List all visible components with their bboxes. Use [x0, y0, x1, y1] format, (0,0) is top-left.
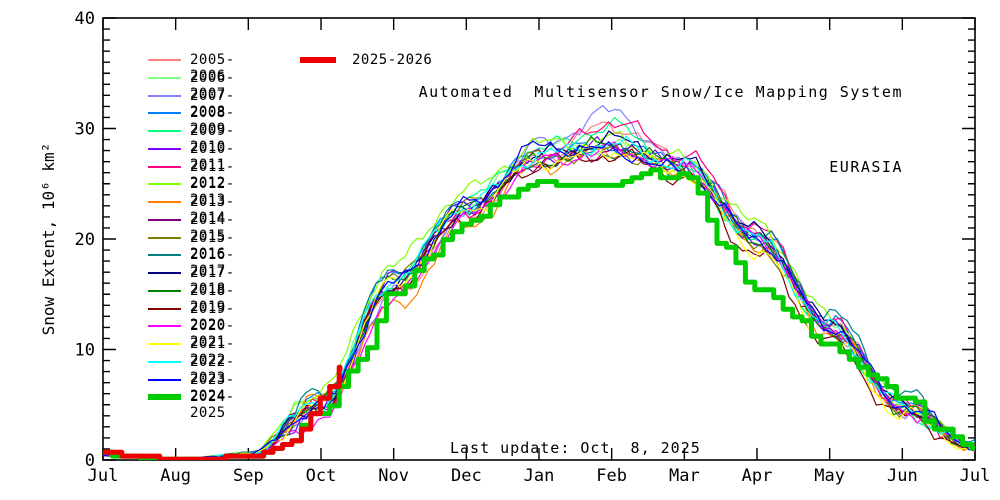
x-tick-label: Mar	[669, 466, 700, 486]
series-line-2016-2017	[103, 147, 975, 460]
x-tick-label: Jun	[887, 466, 918, 486]
legend-swatch-2010-2011	[148, 147, 181, 150]
legend-swatch-2009-2010	[148, 130, 181, 132]
legend-label-2007-2008: 2007-2008	[190, 87, 235, 120]
legend-swatch-2013-2014	[148, 201, 181, 203]
legend-label-2011-2012: 2011-2012	[190, 158, 235, 191]
legend-label-2024-2025: 2024-2025	[190, 389, 235, 422]
x-tick-label: May	[814, 466, 845, 486]
legend-swatch-2006-2007	[148, 76, 181, 79]
series-lines	[103, 105, 975, 460]
legend-label-2009-2010: 2009-2010	[190, 123, 235, 155]
legend-swatch-2005-2006	[148, 59, 181, 61]
y-tick-label: 20	[75, 230, 95, 250]
x-tick-label: Apr	[742, 466, 773, 486]
legend-swatch-2015-2016	[148, 236, 181, 239]
legend-label-2017-2018: 2017-2018	[190, 265, 235, 297]
chart-region-label: EURASIA	[829, 158, 903, 176]
legend-label-2021-2022: 2021-2022	[190, 336, 235, 368]
legend-swatch-2020-2021	[148, 325, 181, 328]
legend-label-2022-2023: 2022-2023	[190, 353, 235, 386]
legend-swatch-2017-2018	[148, 272, 181, 274]
legend-label-2016-2017: 2016-2017	[190, 247, 235, 280]
legend-label-2014-2015: 2014-2015	[190, 211, 235, 244]
legend-label-2018-2019: 2018-2019	[190, 282, 235, 315]
legend-swatch-2019-2020	[148, 307, 181, 310]
legend-swatch-2024-2025	[148, 394, 181, 401]
x-tick-label: Jan	[524, 466, 555, 486]
legend-label-2012-2013: 2012-2013	[190, 176, 235, 209]
chart-title-block: Automated Multisensor Snow/Ice Mapping S…	[419, 30, 903, 230]
x-tick-label: Sep	[233, 466, 264, 486]
y-tick-label: 30	[75, 120, 95, 140]
legend-swatch-2014-2015	[148, 218, 181, 221]
legend-swatch-2021-2022	[148, 343, 181, 345]
legend-item-current-season: 2025-2026	[0, 52, 432, 68]
y-tick-label: 10	[75, 341, 95, 361]
legend-label-2013-2014: 2013-2014	[190, 194, 235, 226]
x-tick-label: Aug	[160, 466, 191, 486]
x-tick-label: Oct	[306, 466, 337, 486]
x-tick-label: Jul	[960, 466, 991, 486]
legend-label-2005-2006: 2005-2006	[190, 52, 235, 84]
legend-label-2025-2026: 2025-2026	[352, 52, 433, 68]
legend-label-2008-2009: 2008-2009	[190, 105, 235, 138]
legend-swatch-2016-2017	[148, 254, 181, 257]
series-line-2025-2026	[103, 364, 343, 460]
x-tick-label: Nov	[378, 466, 409, 486]
legend-swatch-2025-2026	[300, 57, 336, 63]
legend-label-2019-2020: 2019-2020	[190, 300, 235, 333]
x-tick-label: Jul	[88, 466, 119, 486]
legend-label-2006-2007: 2006-2007	[190, 69, 235, 102]
chart-title: Automated Multisensor Snow/Ice Mapping S…	[418, 83, 903, 101]
legend-swatch-2007-2008	[148, 94, 181, 97]
x-tick-label: Feb	[596, 466, 627, 486]
legend-swatch-2018-2019	[148, 289, 181, 292]
legend-swatch-2012-2013	[148, 183, 181, 186]
y-tick-label: 0	[85, 451, 95, 471]
legend-label-2015-2016: 2015-2016	[190, 229, 235, 262]
x-tick-label: Dec	[451, 466, 482, 486]
legend-swatch-2023-2024	[148, 378, 181, 381]
legend-label-2020-2021: 2020-2021	[190, 318, 235, 351]
legend-label-2023-2024: 2023-2024	[190, 371, 235, 404]
legend-swatch-2022-2023	[148, 360, 181, 363]
y-axis-label: Snow Extent, 10⁶ km²	[39, 143, 58, 336]
annotation-block: Last update: Oct 8, 2025 Snow area exten…	[450, 381, 761, 500]
y-tick-label: 40	[75, 9, 95, 29]
legend-swatch-2011-2012	[148, 165, 181, 168]
legend-label-2010-2011: 2010-2011	[190, 140, 235, 173]
legend-swatch-2008-2009	[148, 112, 181, 115]
last-update-text: Last update: Oct 8, 2025	[450, 439, 701, 457]
